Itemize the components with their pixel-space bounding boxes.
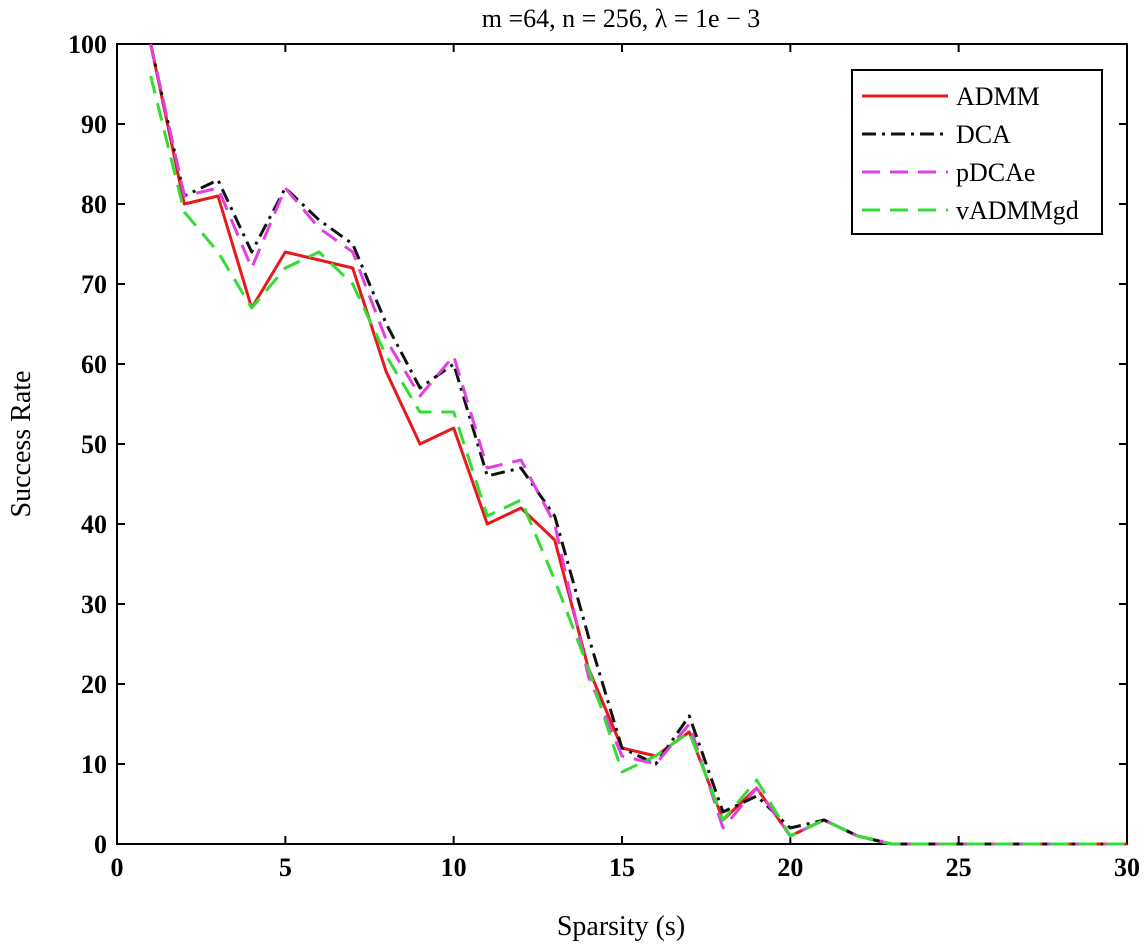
x-tick-label: 20: [777, 853, 803, 882]
legend-label-vadmmgd: vADMMgd: [956, 196, 1079, 225]
y-tick-label: 60: [81, 350, 107, 379]
x-tick-label: 15: [609, 853, 635, 882]
y-tick-label: 10: [81, 750, 107, 779]
series-layer: [149, 43, 1127, 846]
y-tick-label: 0: [94, 830, 107, 859]
series-line-pdcae: [149, 43, 1127, 846]
y-tick-label: 80: [81, 190, 107, 219]
legend-label-admm: ADMM: [956, 82, 1040, 111]
x-axis-label: Sparsity (s): [557, 911, 685, 942]
legend-label-dca: DCA: [956, 120, 1011, 149]
y-tick-label: 90: [81, 110, 107, 139]
y-tick-label: 70: [81, 270, 107, 299]
y-tick-label: 100: [68, 30, 107, 59]
y-tick-label: 30: [81, 590, 107, 619]
x-tick-label: 5: [279, 853, 292, 882]
legend: ADMM DCA pDCAe vADMMgd: [851, 69, 1103, 235]
x-tick-label: 10: [441, 853, 467, 882]
legend-label-pdcae: pDCAe: [956, 158, 1035, 187]
axis-ticks: 0 5 10 15 20 25 30 0 10 20 30 40 50 60 70 80 90 100: [68, 30, 1140, 882]
y-tick-label: 50: [81, 430, 107, 459]
x-tick-label: 25: [946, 853, 972, 882]
x-tick-label: 30: [1114, 853, 1140, 882]
y-tick-label: 20: [81, 670, 107, 699]
y-axis-label: Success Rate: [6, 371, 37, 518]
x-tick-label: 0: [111, 853, 124, 882]
y-tick-label: 40: [81, 510, 107, 539]
chart-title: m =64, n = 256, λ = 1e − 3: [482, 4, 761, 33]
series-line-vadmmgd: [149, 75, 1127, 846]
